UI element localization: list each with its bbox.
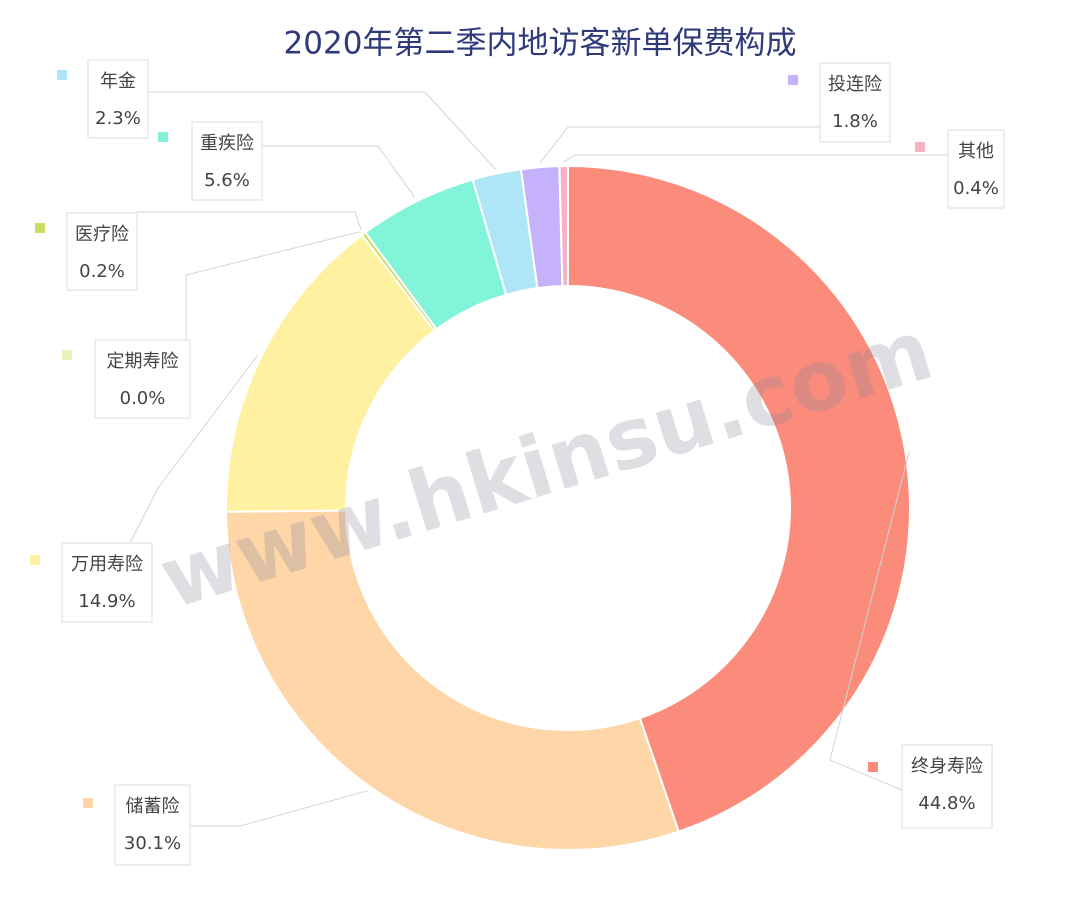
label-box: [947, 129, 1005, 209]
labels: 终身寿险 44.8% 储蓄险 30.1% 万用寿险 14.9% 定期寿险 0.0% 医疗险 0.2…: [30, 59, 1005, 866]
label-box: [191, 121, 263, 201]
leader-line: [539, 126, 820, 164]
category-label: 储蓄险: [126, 796, 180, 817]
value-label: 0.2%: [79, 261, 125, 282]
legend-swatch: [83, 798, 93, 808]
legend-swatch: [158, 132, 168, 142]
category-label: 其他: [958, 141, 994, 162]
category-label: 医疗险: [75, 224, 129, 245]
category-label: 定期寿险: [107, 351, 179, 372]
legend-swatch: [57, 70, 67, 80]
legend-swatch: [915, 142, 925, 152]
value-label: 1.8%: [832, 111, 878, 132]
value-label: 0.4%: [953, 178, 999, 199]
value-label: 14.9%: [78, 591, 135, 612]
leader-line: [148, 91, 497, 170]
value-label: 0.0%: [120, 388, 166, 409]
category-label: 年金: [100, 71, 136, 92]
slice: [567, 164, 911, 833]
value-label: 30.1%: [124, 833, 181, 854]
legend-swatch: [62, 350, 72, 360]
slice: [558, 164, 569, 288]
value-label: 44.8%: [918, 793, 975, 814]
value-label: 2.3%: [95, 108, 141, 129]
label-box: [61, 542, 153, 623]
label-box: [87, 59, 149, 139]
leader-line: [829, 451, 910, 791]
value-label: 5.6%: [204, 170, 250, 191]
leader-line: [129, 355, 258, 544]
label-box: [66, 212, 138, 291]
legend-swatch: [788, 75, 798, 85]
category-label: 重疾险: [200, 133, 254, 154]
label-box: [94, 339, 191, 419]
donut: [225, 164, 911, 851]
leader-line: [185, 231, 360, 340]
category-label: 万用寿险: [71, 554, 143, 575]
chart-title: 2020年第二季内地访客新单保费构成: [284, 26, 797, 62]
label-box: [901, 744, 993, 829]
leader-line: [137, 211, 362, 231]
legend-swatch: [868, 762, 878, 772]
leader-line: [262, 145, 416, 198]
leader-line: [563, 154, 948, 163]
legend-swatch: [30, 555, 40, 565]
category-label: 终身寿险: [911, 756, 983, 777]
label-box: [819, 62, 891, 143]
label-box: [114, 784, 191, 866]
category-label: 投连险: [828, 74, 882, 95]
legend-swatch: [35, 223, 45, 233]
slice: [225, 509, 680, 851]
leader-line: [190, 790, 369, 827]
